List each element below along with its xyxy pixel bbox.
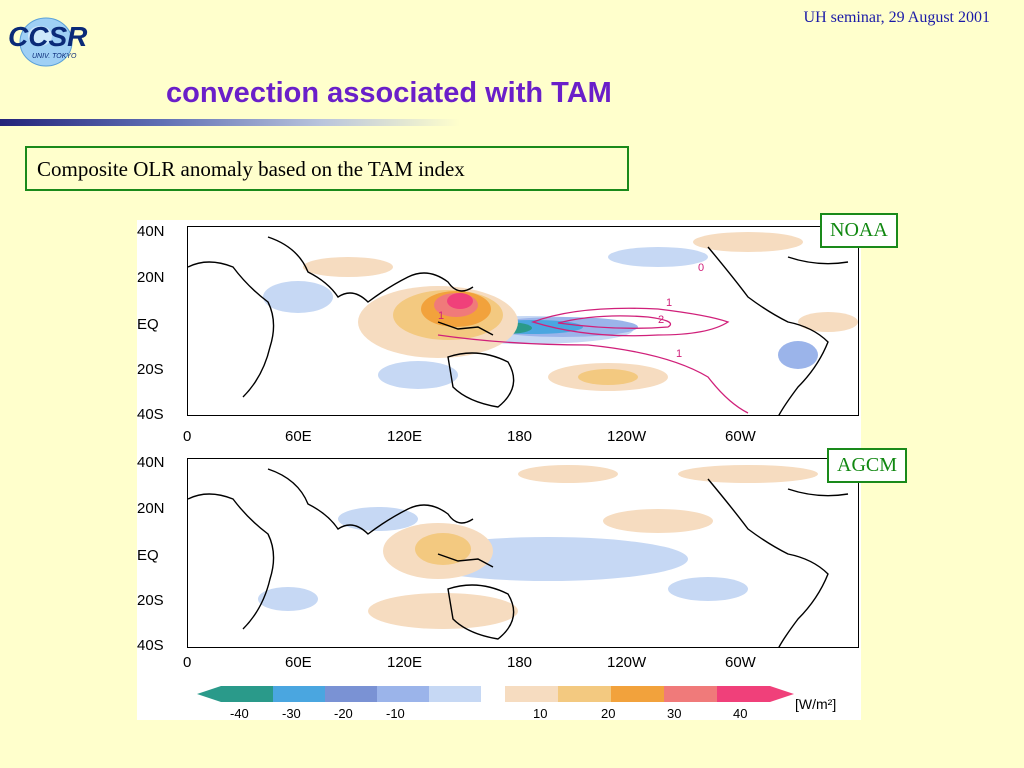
- logo-subtext: UNIV. TOKYO: [32, 53, 77, 60]
- lat-label: 20S: [137, 361, 164, 378]
- lon-label: 60E: [285, 428, 312, 445]
- pos-anomaly: [303, 257, 393, 277]
- colorbar-swatch-pos: [505, 686, 558, 702]
- neg-anomaly: [608, 247, 708, 267]
- colorbar-swatch-pos: [717, 686, 770, 702]
- colorbar: [197, 686, 794, 702]
- olr-figure: 40N 20N EQ 20S 40S: [137, 220, 861, 721]
- colorbar-swatch-pos: [611, 686, 664, 702]
- pos-anomaly: [693, 232, 803, 252]
- lon-label: 120E: [387, 654, 423, 671]
- colorbar-tick: -30: [282, 706, 301, 721]
- pos-anomaly: [798, 312, 858, 332]
- lat-label: EQ: [137, 316, 159, 333]
- contour-label: 1: [676, 348, 682, 360]
- colorbar-swatch-pos: [664, 686, 717, 702]
- contour-line: [557, 315, 672, 329]
- agcm-panel: 40N 20N EQ 20S 40S: [137, 454, 861, 682]
- neg-anomaly: [263, 281, 333, 313]
- colorbar-arrow-right: [770, 686, 794, 702]
- lon-label: 60W: [725, 428, 756, 445]
- neg-anomaly: [338, 507, 418, 531]
- slide-title: convection associated with TAM: [166, 77, 612, 109]
- caption-box: Composite OLR anomaly based on the TAM i…: [25, 146, 629, 191]
- agcm-label: AGCM: [827, 448, 908, 483]
- contour-line: [437, 334, 749, 414]
- lat-label: 40S: [137, 637, 164, 654]
- contour-label: 1: [438, 310, 444, 322]
- lon-label: 0: [183, 654, 192, 671]
- lat-label: 20N: [137, 269, 165, 286]
- lat-label: 40S: [137, 406, 164, 423]
- lon-label: 120W: [607, 654, 647, 671]
- header-note: UH seminar, 29 August 2001: [803, 9, 990, 26]
- noaa-label: NOAA: [820, 213, 898, 248]
- lon-label: 120W: [607, 428, 647, 445]
- colorbar-tick: -40: [230, 706, 249, 721]
- agcm-map: [187, 458, 859, 648]
- lon-label: 60W: [725, 654, 756, 671]
- pos-anomaly: [518, 465, 618, 483]
- coastlines: [188, 468, 849, 647]
- lat-label: 20S: [137, 592, 164, 609]
- noaa-panel: 40N 20N EQ 20S 40S: [137, 220, 861, 452]
- pos-anomaly: [368, 593, 518, 629]
- colorbar-tick: 10: [533, 706, 548, 721]
- colorbar-swatch-neg: [377, 686, 429, 702]
- colorbar-tick: 30: [667, 706, 682, 721]
- colorbar-tick: 40: [733, 706, 748, 721]
- contour-line: [530, 307, 730, 337]
- lon-label: 180: [507, 654, 533, 671]
- contour-label: 2: [658, 314, 664, 326]
- ccsr-logo: CCSR UNIV. TOKYO: [6, 6, 90, 68]
- lat-label: EQ: [137, 547, 159, 564]
- logo-text: CCSR: [8, 21, 88, 52]
- colorbar-swatch-neg: [273, 686, 325, 702]
- colorbar-swatch-pos: [558, 686, 611, 702]
- neg-anomaly: [378, 361, 458, 389]
- lon-label: 0: [183, 428, 192, 445]
- neg-anomaly: [668, 577, 748, 601]
- lat-label: 40N: [137, 454, 165, 471]
- pos-anomaly: [603, 509, 713, 533]
- colorbar-swatch-neg: [429, 686, 481, 702]
- pos-anomaly: [447, 293, 473, 309]
- noaa-map: 1 2 1 1 0: [187, 226, 859, 416]
- neg-anomaly: [258, 587, 318, 611]
- colorbar-swatch-neg: [221, 686, 273, 702]
- title-rule: [0, 119, 460, 126]
- colorbar-tick: -10: [386, 706, 405, 721]
- lat-label: 40N: [137, 223, 165, 240]
- contour-label: 1: [666, 297, 672, 309]
- lon-label: 60E: [285, 654, 312, 671]
- colorbar-arrow-left: [197, 686, 221, 702]
- lon-label: 180: [507, 428, 533, 445]
- pos-anomaly: [578, 369, 638, 385]
- contour-label: 0: [698, 262, 704, 274]
- colorbar-swatch-neg: [325, 686, 377, 702]
- lat-label: 20N: [137, 500, 165, 517]
- coastlines: [188, 236, 849, 415]
- lon-label: 120E: [387, 428, 423, 445]
- colorbar-tick: 20: [601, 706, 616, 721]
- caption-text: Composite OLR anomaly based on the TAM i…: [37, 157, 465, 181]
- pos-anomaly: [678, 465, 818, 483]
- colorbar-tick: -20: [334, 706, 353, 721]
- colorbar-unit: [W/m²]: [795, 696, 837, 712]
- neg-anomaly: [778, 341, 818, 369]
- pos-anomaly: [415, 533, 471, 565]
